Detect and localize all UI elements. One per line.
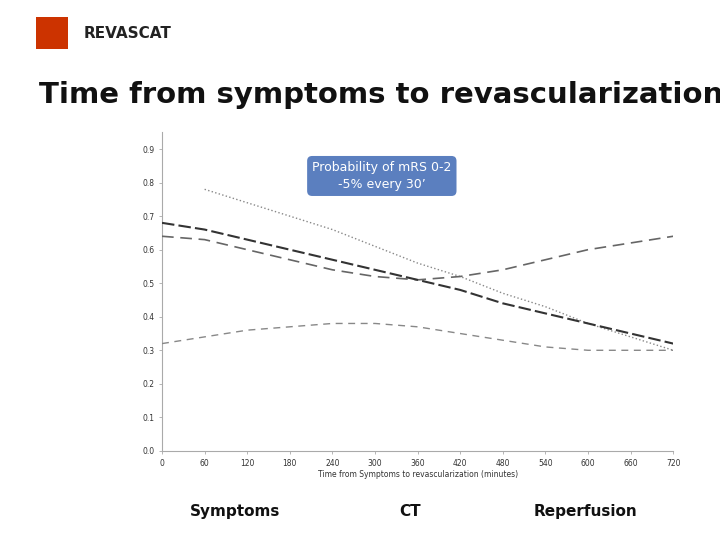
- X-axis label: Time from Symptoms to revascularization (minutes): Time from Symptoms to revascularization …: [318, 470, 518, 480]
- FancyBboxPatch shape: [36, 17, 68, 49]
- Text: CT: CT: [400, 504, 421, 519]
- Text: Symptoms: Symptoms: [190, 504, 281, 519]
- Text: REVASCAT: REVASCAT: [84, 26, 172, 41]
- Text: Probability of mRS 0-2
-5% every 30’: Probability of mRS 0-2 -5% every 30’: [312, 161, 451, 191]
- Text: Reperfusion: Reperfusion: [534, 504, 637, 519]
- Text: Time from symptoms to revascularization: Time from symptoms to revascularization: [39, 81, 720, 109]
